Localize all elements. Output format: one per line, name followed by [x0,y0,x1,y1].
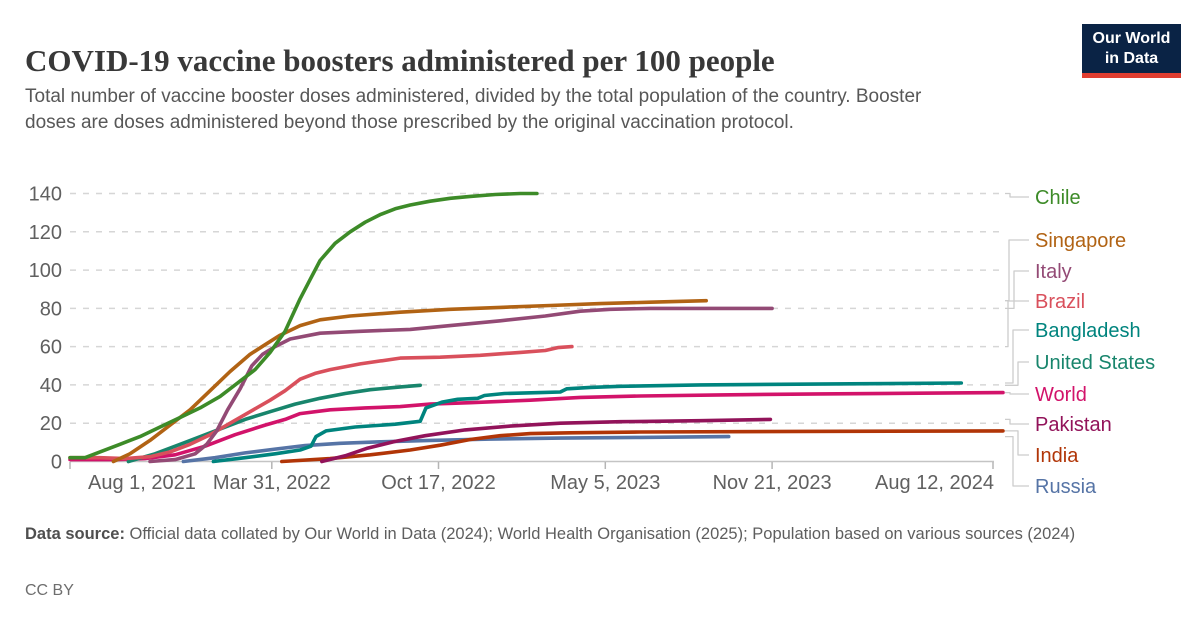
data-source-text: Official data collated by Our World in D… [124,525,1076,543]
legend-label-singapore[interactable]: Singapore [1035,230,1126,252]
series-line-chile[interactable] [68,191,539,460]
leader-line-brazil [1005,300,1029,348]
leader-line-singapore [1005,239,1029,302]
y-tick-label: 120 [29,222,62,244]
series-line-italy[interactable] [148,306,774,464]
leader-line-world [1005,391,1029,395]
chart-subtitle: Total number of vaccine booster doses ad… [25,86,922,133]
y-axis-labels: 0 20 40 60 80 100 120 140 [29,184,62,474]
legend-label-world[interactable]: World [1035,384,1087,406]
leader-line-bangladesh [1005,329,1029,384]
leader-line-russia [1005,435,1029,487]
legend-label-italy[interactable]: Italy [1035,261,1072,283]
x-tick-label: Aug 12, 2024 [875,472,994,494]
y-tick-label: 40 [40,375,62,397]
x-tick-label: May 5, 2023 [550,472,660,494]
leader-line-united-states [1005,361,1029,386]
legend-label-brazil[interactable]: Brazil [1035,291,1085,313]
license-link[interactable]: CC BY [25,582,74,599]
x-tick-label: Mar 31, 2022 [213,472,331,494]
page-title: COVID-19 vaccine boosters administered p… [25,42,775,78]
leader-line-chile [1005,192,1029,198]
x-tick-label: Oct 17, 2022 [381,472,496,494]
series-line-russia[interactable] [181,434,731,464]
series-line-united-states[interactable] [126,383,423,464]
y-tick-label: 20 [40,413,62,435]
legend: Chile Singapore Italy Brazil Bangladesh … [1035,187,1155,498]
series-line-bangladesh[interactable] [211,381,964,464]
series-line-brazil[interactable] [68,344,574,461]
owid-logo[interactable]: Our World in Data [1082,24,1181,78]
y-tick-label: 60 [40,337,62,359]
x-tick-label: Nov 21, 2023 [713,472,832,494]
x-axis-labels: Aug 1, 2021 Mar 31, 2022 Oct 17, 2022 Ma… [88,472,994,494]
legend-label-united-states[interactable]: United States [1035,352,1155,374]
legend-leader-lines [1005,192,1029,487]
series-line-india[interactable] [279,429,1005,464]
series-lines [68,191,1005,464]
data-source-note: Data source: Official data collated by O… [25,521,1160,547]
legend-label-russia[interactable]: Russia [1035,476,1097,498]
legend-label-india[interactable]: India [1035,445,1079,467]
series-line-world[interactable] [68,390,1005,462]
data-source-label: Data source: [25,525,125,543]
legend-label-bangladesh[interactable]: Bangladesh [1035,320,1141,342]
x-tick-label: Aug 1, 2021 [88,472,196,494]
owid-logo-line2: in Data [1104,50,1159,67]
y-tick-label: 0 [51,452,62,474]
y-tick-label: 80 [40,298,62,320]
y-tick-label: 100 [29,260,62,282]
owid-logo-line1: Our World [1092,30,1171,47]
leader-line-india [1005,430,1029,456]
leader-line-italy [1005,270,1029,310]
x-axis-ticks [69,462,994,469]
legend-label-chile[interactable]: Chile [1035,187,1081,209]
legend-label-pakistan[interactable]: Pakistan [1035,414,1112,436]
leader-line-pakistan [1005,418,1029,425]
series-line-pakistan[interactable] [319,417,773,464]
y-tick-label: 140 [29,184,62,206]
